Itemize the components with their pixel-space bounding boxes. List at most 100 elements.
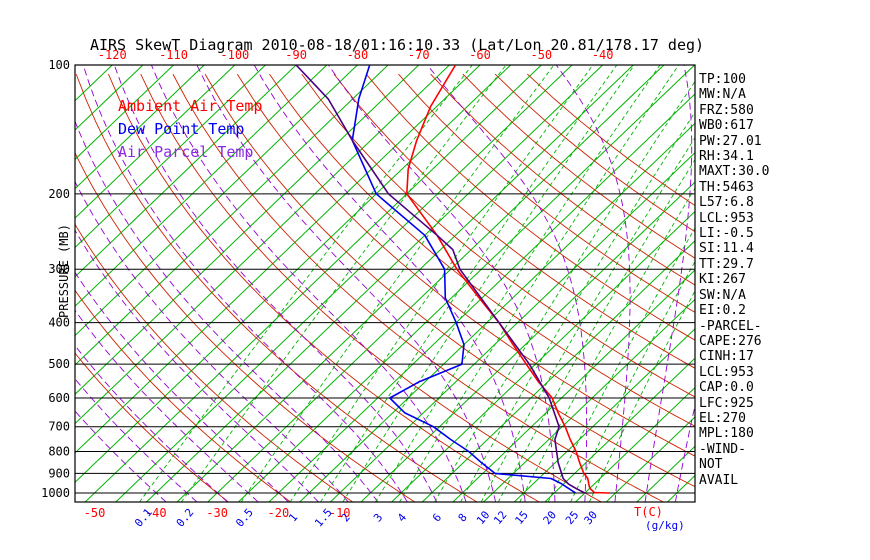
pressure-tick-label: 200 [48, 187, 70, 201]
isotherm-line [75, 65, 450, 425]
isotherm-line [75, 65, 512, 484]
isotherm-line [146, 65, 603, 502]
moist-adiabat-line [75, 410, 167, 502]
stat-line: EI:0.2 [699, 303, 746, 319]
sounding-curves [295, 65, 610, 494]
moist-adiabat-line [82, 65, 408, 502]
isotherm-line [238, 65, 695, 502]
bottom-temp-tick-label: -10 [329, 506, 351, 520]
plot-border [74, 64, 696, 503]
stat-line: CAPE:276 [699, 333, 762, 349]
top-temp-tick-label: -50 [530, 48, 552, 62]
isotherm-line [207, 65, 665, 502]
mixing-ratio-line [434, 80, 695, 502]
stat-line: MW:N/A [699, 87, 746, 103]
temp-unit-label: T(C) [634, 505, 663, 519]
isotherm-line [513, 328, 695, 502]
isotherm-line [75, 65, 174, 161]
dry-adiabat-line [236, 73, 695, 457]
bottom-temp-tick-label: -50 [84, 506, 106, 520]
top-temp-tick-label: -120 [98, 48, 127, 62]
isotherm-line [75, 65, 389, 366]
mixing-ratio-line [547, 227, 695, 502]
stat-line: MAXT:30.0 [699, 164, 770, 180]
stat-line: EL:270 [699, 410, 746, 426]
mixing-ratio-line [570, 260, 695, 502]
isotherm-line [421, 240, 695, 502]
mixing-ratio-tick-label: 6 [430, 511, 444, 524]
stat-line: WB0:617 [699, 118, 754, 134]
isotherm-line [75, 65, 266, 249]
mixing-ratio-tick-label: 25 [563, 508, 581, 527]
moist-adiabat-line [75, 120, 379, 502]
mixing-ratio-tick-label: 15 [512, 508, 530, 527]
top-temp-tick-label: -90 [285, 48, 307, 62]
dry-adiabat-line [140, 73, 602, 502]
dry-adiabat-line [462, 73, 695, 259]
dry-adiabat-line [365, 73, 695, 341]
stat-line: LCL:953 [699, 364, 754, 380]
curve-dew-point-temp [351, 65, 577, 494]
stat-line: -WIND- [699, 441, 746, 457]
pressure-tick-label: 300 [48, 262, 70, 276]
mixing-ratio-line [460, 111, 695, 502]
mixing-ratio-tick-label: 1 [286, 511, 300, 524]
pressure-tick-label: 900 [48, 466, 70, 480]
mixing-ratio-line [342, 65, 635, 502]
moist-adiabat-line [113, 65, 438, 502]
stat-line: TT:29.7 [699, 256, 754, 272]
isotherm-line [75, 65, 236, 219]
mixing-ratio-line [289, 65, 594, 502]
moist-adiabat-line [196, 65, 497, 502]
mixing-ratio-line [180, 65, 507, 502]
moist-adiabat-line [75, 378, 198, 502]
bottom-temp-tick-label: -20 [268, 506, 290, 520]
stat-line: SW:N/A [699, 287, 746, 303]
isotherm-line [75, 65, 328, 307]
dry-adiabat-line [494, 73, 695, 233]
dry-adiabat-line [333, 73, 695, 369]
pressure-tick-label: 700 [48, 420, 70, 434]
top-temp-tick-label: -100 [220, 48, 249, 62]
stat-line: RH:34.1 [699, 149, 754, 165]
top-temp-tick-label: -80 [347, 48, 369, 62]
isotherm-line [75, 65, 420, 395]
mixing-ratio-line [139, 65, 473, 502]
moist-adiabat-line [75, 229, 319, 502]
stat-line: AVAIL [699, 472, 739, 488]
mixing-ratio-tick-label: 20 [541, 508, 559, 527]
mixing-ratio-line [375, 65, 661, 502]
pressure-tick-label: 100 [48, 58, 70, 72]
mixing-ratio-line [320, 65, 618, 502]
stat-line: LFC:925 [699, 395, 754, 411]
moist-adiabat-line [253, 65, 526, 502]
mixing-ratio-line [497, 158, 695, 502]
mixing-ratio-line [399, 65, 680, 502]
isotherm-line [75, 65, 297, 278]
pressure-tick-label: 800 [48, 445, 70, 459]
mixing-ratio-tick-label: 4 [395, 511, 409, 525]
bottom-temp-tick-label: -30 [206, 506, 228, 520]
stat-line: NOT [699, 457, 723, 473]
moist-adiabat-line [75, 271, 289, 502]
isotherm-line [483, 298, 695, 502]
isotherm-line [115, 65, 573, 502]
plot-frame [74, 64, 696, 503]
pressure-tick-label: 500 [48, 357, 70, 371]
plot-background [75, 65, 695, 502]
stat-line: PW:27.01 [699, 133, 762, 149]
mixing-ratio-tick-label: 30 [582, 508, 600, 527]
moist-adiabat-line [75, 180, 349, 502]
pressure-axis-label: PRESSURE (MB) [57, 224, 71, 318]
isotherm-line [75, 65, 205, 190]
mixing-ratio-tick-label: 12 [491, 508, 509, 527]
mixing-ratio-tick-label: 3 [371, 511, 385, 524]
isotherm-line [605, 416, 695, 502]
stat-line: SI:11.4 [699, 241, 754, 257]
isotherm-line [84, 65, 542, 502]
dry-adiabat-line [75, 289, 291, 502]
dry-adiabat-line [75, 151, 416, 502]
legend-ambient-air-temp: Ambient Air Temp [118, 97, 263, 115]
mixing-ratio-line [480, 136, 695, 502]
